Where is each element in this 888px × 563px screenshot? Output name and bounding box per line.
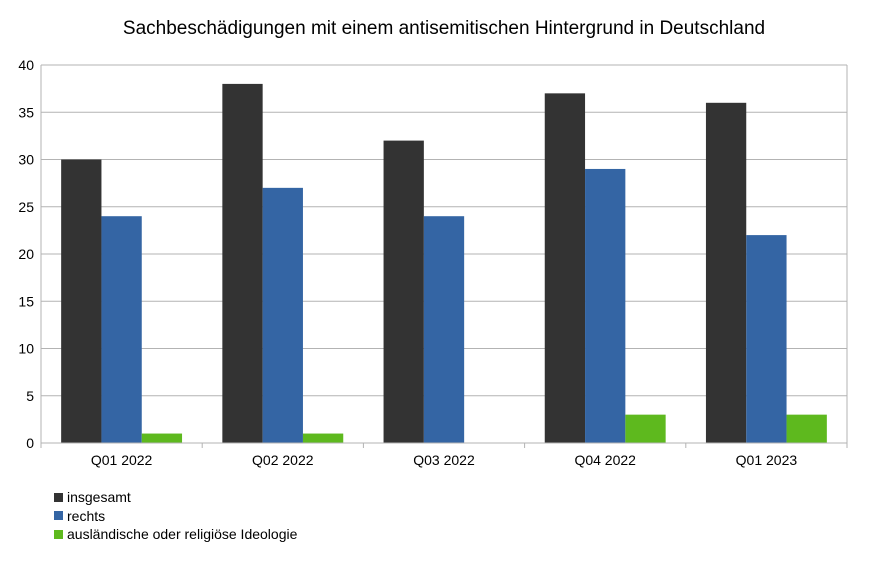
y-tick-label-3: 15 xyxy=(18,293,34,309)
x-tick-label-0: Q01 2022 xyxy=(91,452,153,468)
bar-rechts-0 xyxy=(101,216,142,443)
y-tick-label-8: 40 xyxy=(18,57,34,73)
bar-ausländische-1 xyxy=(302,433,344,443)
x-tick-label-2: Q03 2022 xyxy=(413,452,475,468)
legend-swatch-insgesamt xyxy=(54,492,63,502)
bar-ausländische-3 xyxy=(625,414,666,443)
y-tick-label-7: 35 xyxy=(18,104,34,120)
chart-title: Sachbeschädigungen mit einem antisemitis… xyxy=(122,18,766,39)
y-tick-label-2: 10 xyxy=(18,341,34,357)
bar-rechts-2 xyxy=(423,216,465,443)
x-tick-label-1: Q02 2022 xyxy=(252,452,314,468)
legend-swatch-rechts xyxy=(54,511,63,521)
bar-rechts-3 xyxy=(585,168,626,443)
legend-swatch-ideologie xyxy=(54,529,63,539)
legend-label-ideologie: ausländische oder religiöse Ideologie xyxy=(67,526,298,543)
x-tick-label-4: Q01 2023 xyxy=(736,452,798,468)
y-tick-label-4: 20 xyxy=(18,246,34,262)
bar-ausländische-4 xyxy=(786,414,827,443)
x-tick-label-3: Q04 2022 xyxy=(574,452,636,468)
bar-rechts-1 xyxy=(262,187,303,443)
legend-label-rechts: rechts xyxy=(67,507,106,524)
bar-insgesamt-2 xyxy=(383,140,424,443)
legend-label-insgesamt: insgesamt xyxy=(67,489,131,506)
chart-legend: insgesamt rechts ausländische oder relig… xyxy=(54,488,297,544)
y-tick-label-6: 30 xyxy=(18,152,34,168)
legend-item-rechts: rechts xyxy=(54,507,297,526)
bar-insgesamt-1 xyxy=(222,83,263,444)
bar-ausländische-0 xyxy=(141,433,183,443)
legend-item-ideologie: ausländische oder religiöse Ideologie xyxy=(54,525,297,544)
y-tick-label-1: 5 xyxy=(26,388,34,404)
bar-insgesamt-0 xyxy=(61,159,102,443)
legend-item-insgesamt: insgesamt xyxy=(54,488,297,507)
bar-rechts-4 xyxy=(746,235,787,443)
y-tick-label-5: 25 xyxy=(18,199,34,215)
bar-insgesamt-4 xyxy=(705,102,747,444)
y-tick-label-0: 0 xyxy=(26,435,34,451)
bar-insgesamt-3 xyxy=(544,93,586,443)
